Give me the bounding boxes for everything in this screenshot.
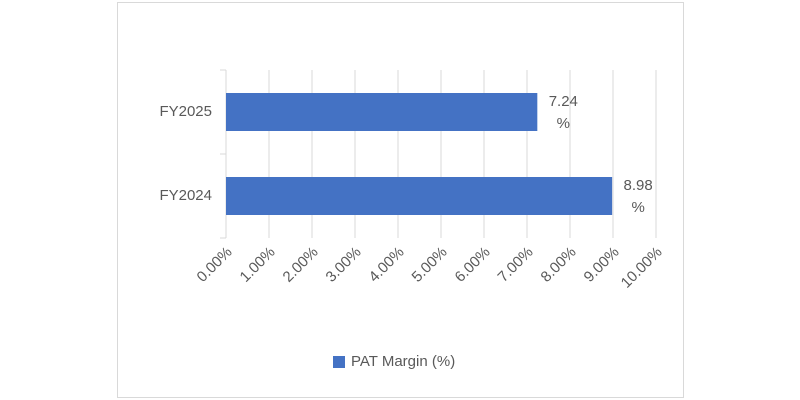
y-tick-label: FY2024 <box>159 187 212 204</box>
value-label: 8.98% <box>624 177 653 216</box>
legend-label: PAT Margin (%) <box>351 353 455 370</box>
bar <box>226 177 613 215</box>
legend-swatch <box>333 356 345 368</box>
value-label: 7.24% <box>549 93 578 132</box>
y-tick-label: FY2025 <box>159 103 212 120</box>
bar <box>226 93 538 131</box>
